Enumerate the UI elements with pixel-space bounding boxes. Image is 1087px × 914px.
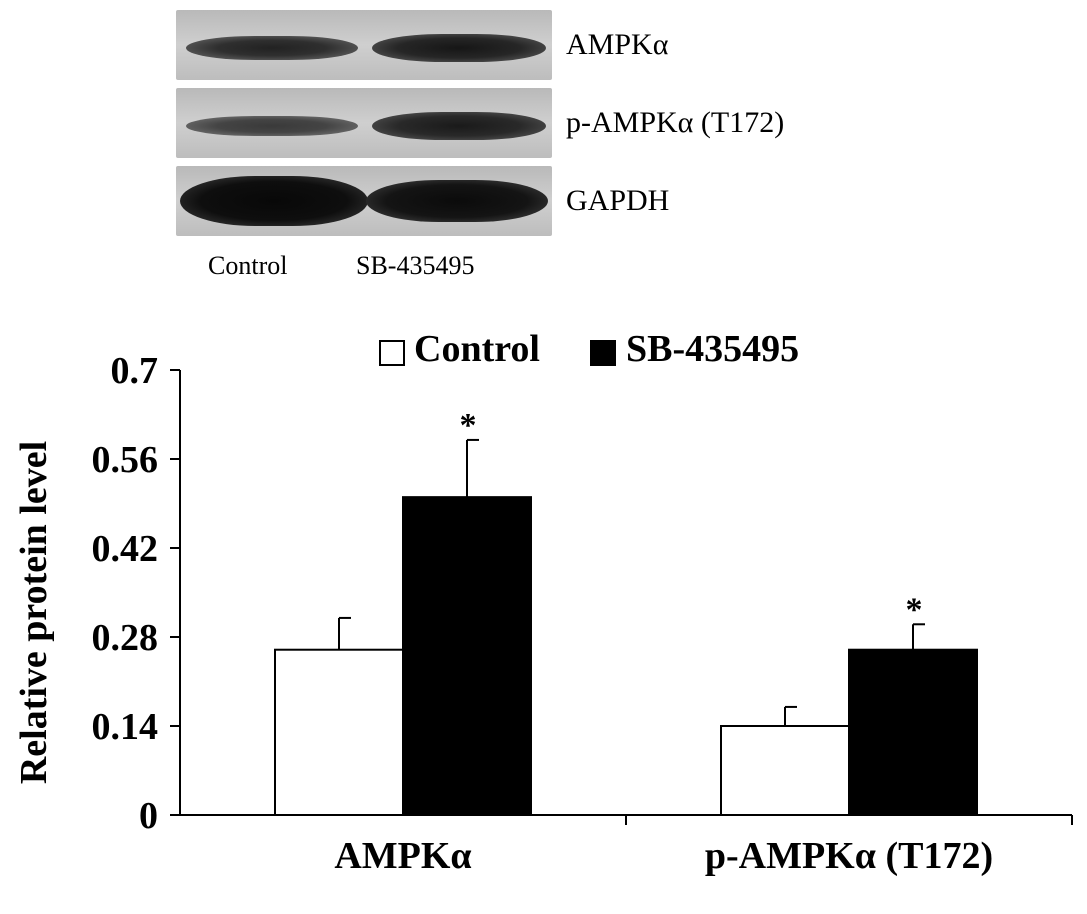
blot-band-sb: [366, 180, 548, 222]
y-tick-label: 0.7: [111, 350, 159, 392]
bar-sb-435495: [402, 496, 532, 816]
bar-sb-435495: [848, 648, 978, 817]
blot-band-control: [186, 116, 358, 136]
blot-strip-gapdh: [176, 166, 552, 236]
blot-row-label-p-ampk: p-AMPKα (T172): [566, 106, 785, 139]
blot-lane-label-sb: SB-435495: [356, 251, 475, 280]
blot-strip-p-ampk: [176, 88, 552, 158]
blot-band-control: [186, 36, 358, 60]
blot-band-sb: [372, 112, 546, 140]
legend-swatch-control: [379, 340, 405, 366]
y-tick-label: 0.56: [92, 439, 159, 481]
blot-row-label-gapdh: GAPDH: [566, 184, 670, 217]
blot-band-sb: [372, 34, 546, 62]
legend-label-control: Control: [414, 328, 540, 370]
significance-mark: *: [460, 407, 477, 444]
y-tick-label: 0.28: [92, 617, 159, 659]
y-tick-label: 0.42: [92, 528, 159, 570]
blot-row-label-ampk: AMPKα: [566, 28, 669, 61]
blot-band-control: [180, 176, 368, 226]
y-tick-label: 0: [139, 795, 158, 837]
significance-mark: *: [906, 591, 923, 628]
legend-label-sb: SB-435495: [626, 328, 800, 370]
y-axis-title: Relative protein level: [13, 441, 55, 784]
legend-swatch-sb: [590, 340, 616, 366]
blot-strip-ampk: [176, 10, 552, 80]
x-category-label: AMPKα: [334, 835, 471, 877]
x-category-label: p-AMPKα (T172): [705, 835, 993, 877]
bar-control: [274, 648, 404, 817]
bar-control: [720, 725, 850, 816]
blot-lane-label-control: Control: [208, 251, 288, 280]
y-tick-label: 0.14: [92, 706, 159, 748]
